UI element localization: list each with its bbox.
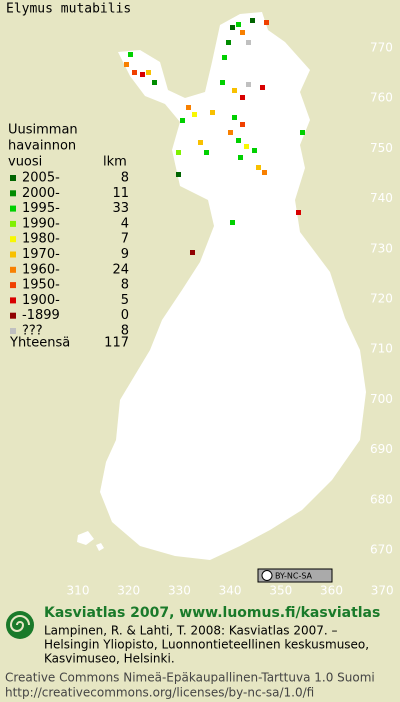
legend-count: 8 xyxy=(121,324,129,339)
legend-count: 8 xyxy=(121,278,129,293)
x-grid-label: 340 xyxy=(219,584,242,598)
legend-count: 33 xyxy=(112,201,129,216)
legend-label: ??? xyxy=(22,324,43,339)
citation: Kasvimuseo, Helsinki. xyxy=(44,652,175,666)
legend-swatch xyxy=(10,282,16,289)
cc-badge-text: BY-NC-SA xyxy=(275,572,313,581)
legend-label: 1995- xyxy=(22,201,60,216)
legend-heading: vuosi xyxy=(8,155,42,170)
x-grid-label: 350 xyxy=(269,584,292,598)
legend-label: -1899 xyxy=(22,308,60,323)
legend-count-heading: lkm xyxy=(103,155,127,170)
legend-swatch xyxy=(10,297,16,304)
legend-count: 5 xyxy=(121,293,129,308)
legend: Uusimman havainnon vuosi lkm Yhteensä 11… xyxy=(8,123,129,351)
y-grid-label: 760 xyxy=(370,91,393,105)
legend-count: 7 xyxy=(121,232,129,247)
x-grid-label: 320 xyxy=(117,584,140,598)
legend-swatch xyxy=(10,251,16,258)
legend-swatch xyxy=(10,190,16,197)
citation: Helsingin Yliopisto, Luonnontieteellinen… xyxy=(44,638,369,652)
y-grid-label: 720 xyxy=(370,292,393,306)
y-grid-label: 700 xyxy=(370,392,393,406)
x-grid-label: 370 xyxy=(371,584,394,598)
legend-swatch xyxy=(10,312,16,319)
y-grid-label: 690 xyxy=(370,442,393,456)
y-grid-label: 770 xyxy=(370,41,393,55)
license-url: http://creativecommons.org/licenses/by-n… xyxy=(5,686,314,700)
legend-swatch xyxy=(10,205,16,212)
y-grid-label: 740 xyxy=(370,191,393,205)
legend-swatch xyxy=(10,175,16,181)
y-grid-label: 750 xyxy=(370,141,393,155)
legend-count: 4 xyxy=(121,216,129,231)
finland-outline xyxy=(100,12,366,560)
legend-total: 117 xyxy=(104,336,129,351)
legend-heading: Uusimman xyxy=(8,123,78,138)
x-grid-label: 310 xyxy=(67,584,90,598)
y-grid-label: 680 xyxy=(370,492,393,506)
legend-label: 1980- xyxy=(22,232,60,247)
legend-total-label: Yhteensä xyxy=(9,336,70,351)
y-grid-label: 730 xyxy=(370,241,393,255)
cc-badge: BY-NC-SA xyxy=(257,568,333,583)
legend-swatch xyxy=(10,328,16,334)
legend-label: 2005- xyxy=(22,171,60,186)
legend-label: 1970- xyxy=(22,247,60,262)
legend-label: 2000- xyxy=(22,186,60,201)
license: Creative Commons Nimeä-Epäkaupallinen-Ta… xyxy=(5,671,375,685)
legend-swatch xyxy=(10,220,16,227)
y-grid-label: 670 xyxy=(370,543,393,557)
legend-count: 11 xyxy=(112,186,129,201)
legend-swatch xyxy=(10,266,16,273)
y-grid-label: 710 xyxy=(370,342,393,356)
observation-squares xyxy=(124,18,305,255)
legend-count: 9 xyxy=(121,247,129,262)
legend-count: 24 xyxy=(112,262,129,277)
site-name: Kasviatlas 2007, www.luomus.fi/kasviatla… xyxy=(44,605,380,621)
citation: Lampinen, R. & Lahti, T. 2008: Kasviatla… xyxy=(44,624,338,638)
legend-label: 1900- xyxy=(22,293,60,308)
x-grid-label: 330 xyxy=(168,584,191,598)
legend-label: 1960- xyxy=(22,262,60,277)
logo xyxy=(6,611,34,639)
legend-swatch xyxy=(10,236,16,243)
aland-islands xyxy=(77,531,104,551)
legend-count: 8 xyxy=(121,171,129,186)
map-title: Elymus mutabilis xyxy=(6,2,131,17)
legend-count: 0 xyxy=(121,308,129,323)
legend-label: 1990- xyxy=(22,216,60,231)
x-grid-label: 360 xyxy=(320,584,343,598)
legend-heading: havainnon xyxy=(8,139,76,154)
legend-label: 1950- xyxy=(22,278,60,293)
